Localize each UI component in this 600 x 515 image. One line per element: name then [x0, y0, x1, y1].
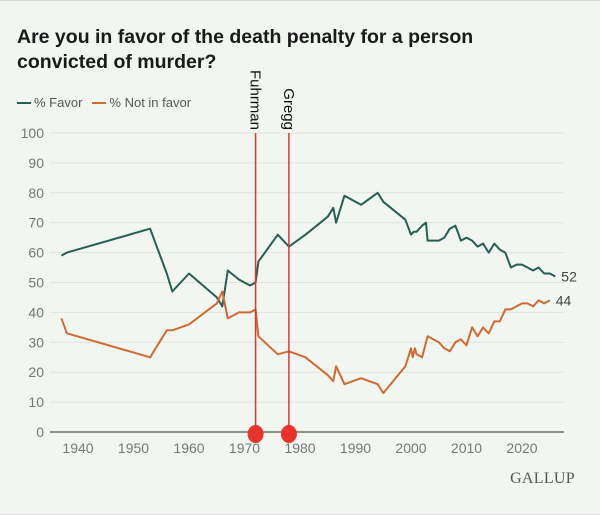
- y-tick-label: 90: [28, 155, 44, 171]
- chart-title: Are you in favor of the death penalty fo…: [17, 26, 474, 73]
- gridlines: [50, 132, 564, 403]
- legend-item-not-in-favor: % Not in favor: [92, 95, 191, 110]
- series-line-not-in-favor: [60, 290, 551, 395]
- x-tick-label: 2000: [395, 440, 426, 456]
- x-tick-label: 1940: [62, 440, 93, 456]
- event-marker-gregg: [280, 425, 297, 443]
- series-lines: [60, 191, 556, 395]
- event-marker-fuhrman: [247, 425, 264, 443]
- y-tick-label: 70: [28, 215, 44, 231]
- y-tick-label: 60: [28, 245, 44, 261]
- y-tick-label: 80: [28, 185, 44, 201]
- legend-swatch-favor: [17, 101, 31, 104]
- x-tick-label: 2010: [451, 440, 482, 456]
- series-line-favor: [60, 191, 556, 308]
- x-tick-label: 1980: [284, 440, 315, 456]
- legend-label-not-in-favor: % Not in favor: [109, 95, 192, 110]
- legend-item-favor: % Favor: [17, 95, 82, 110]
- legend-swatch-not-in-favor: [92, 101, 107, 104]
- y-tick-label: 50: [28, 275, 44, 291]
- gallup-logo: GALLUP: [510, 470, 575, 487]
- event-annotations: Fuhrman Gregg: [247, 70, 297, 443]
- legend-label-favor: % Favor: [34, 95, 83, 110]
- legend: % Favor % Not in favor: [17, 95, 191, 110]
- x-tick-label: 1970: [229, 440, 260, 456]
- end-label-favor: 52: [561, 269, 577, 285]
- y-tick-label: 40: [28, 304, 44, 320]
- y-axis-ticks: 0 10 20 30 40 50 60 70 80 90 100: [21, 125, 45, 440]
- x-axis-ticks: 1940 1950 1960 1970 1980 1990 2000 2010 2020: [62, 440, 537, 456]
- end-label-not-in-favor: 44: [556, 292, 572, 308]
- x-tick-label: 1990: [340, 440, 371, 456]
- event-label-fuhrman: Fuhrman: [247, 70, 264, 130]
- y-tick-label: 10: [28, 394, 44, 410]
- y-tick-label: 100: [21, 125, 45, 141]
- y-tick-label: 30: [28, 334, 44, 350]
- y-tick-label: 20: [28, 364, 44, 380]
- x-tick-label: 2020: [506, 440, 537, 456]
- event-label-gregg: Gregg: [280, 88, 297, 130]
- x-tick-label: 1960: [173, 440, 204, 456]
- x-tick-label: 1950: [118, 440, 149, 456]
- y-tick-label: 0: [36, 424, 44, 440]
